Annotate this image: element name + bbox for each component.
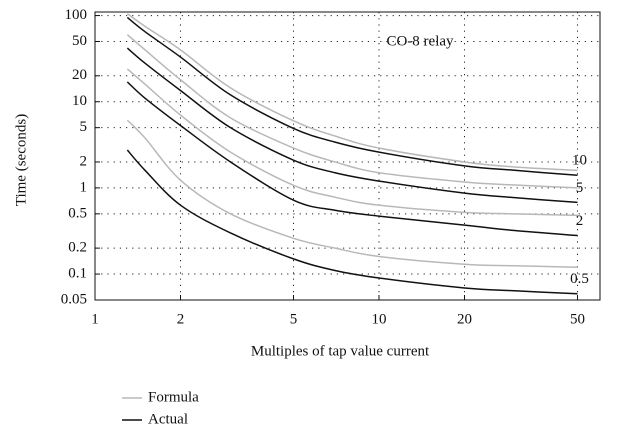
y-axis-label: Time (seconds): [13, 114, 29, 206]
x-tick-label: 2: [177, 311, 185, 327]
y-tick-label: 20: [72, 67, 87, 83]
series-line: [126, 13, 578, 172]
y-tick-label: 0.5: [68, 205, 87, 221]
y-tick-label: 100: [65, 7, 88, 23]
y-tick-label: 50: [72, 33, 87, 49]
y-tick-label: 10: [72, 93, 87, 109]
curve-label: 2: [576, 213, 584, 229]
series-line: [126, 68, 578, 217]
series-line: [126, 119, 578, 268]
x-tick-label: 10: [372, 311, 387, 327]
x-tick-label: 1: [91, 311, 99, 327]
x-tick-label: 20: [457, 311, 472, 327]
curve-label: 5: [576, 180, 584, 196]
curve-label: 0.5: [570, 271, 589, 287]
y-tick-label: 1: [80, 179, 88, 195]
series-line: [126, 16, 578, 177]
legend-label: Actual: [148, 411, 188, 427]
y-tick-label: 5: [80, 119, 88, 135]
y-tick-label: 0.2: [68, 240, 87, 256]
x-axis-label: Multiples of tap value current: [251, 343, 430, 359]
plot-frame: [94, 11, 601, 301]
x-tick-label: 50: [570, 311, 585, 327]
curve-label: 10: [572, 153, 587, 169]
series-line: [126, 47, 578, 204]
series-line: [126, 149, 578, 295]
y-tick-label: 2: [80, 153, 88, 169]
annotation: CO-8 relay: [386, 33, 454, 49]
x-tick-label: 5: [290, 311, 298, 327]
y-tick-label: 0.05: [61, 291, 87, 307]
series-line: [126, 34, 578, 189]
y-tick-label: 0.1: [68, 265, 87, 281]
legend-label: Formula: [148, 389, 199, 405]
series-line: [126, 81, 578, 237]
